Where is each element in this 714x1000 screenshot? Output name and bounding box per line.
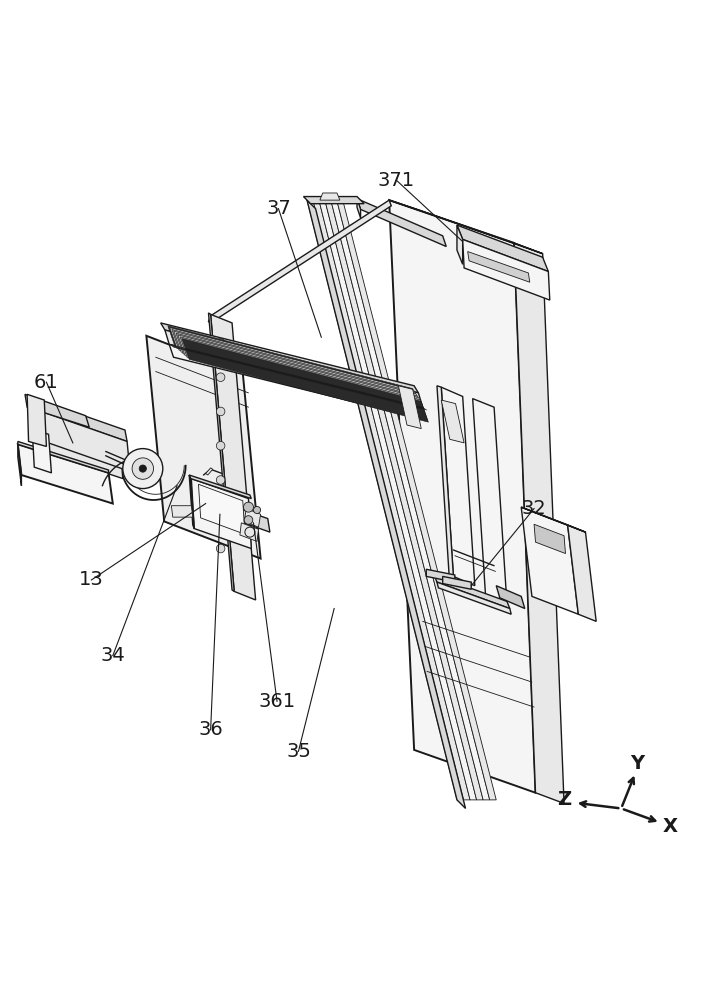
Polygon shape <box>170 328 421 411</box>
Circle shape <box>216 441 225 450</box>
Polygon shape <box>240 523 258 541</box>
Polygon shape <box>521 507 585 532</box>
Polygon shape <box>176 333 425 417</box>
Polygon shape <box>174 331 423 415</box>
Polygon shape <box>18 441 109 473</box>
Polygon shape <box>325 200 483 800</box>
Polygon shape <box>307 200 463 800</box>
Circle shape <box>244 516 253 524</box>
Circle shape <box>253 506 261 514</box>
Polygon shape <box>434 575 510 609</box>
Circle shape <box>216 407 225 416</box>
Polygon shape <box>463 239 550 300</box>
Polygon shape <box>313 200 470 800</box>
Text: Y: Y <box>630 754 644 773</box>
Polygon shape <box>165 330 423 407</box>
Polygon shape <box>208 313 234 591</box>
Text: 34: 34 <box>101 646 125 665</box>
Polygon shape <box>169 344 427 420</box>
Polygon shape <box>514 243 564 803</box>
Polygon shape <box>303 197 364 204</box>
Polygon shape <box>398 386 421 429</box>
Circle shape <box>123 449 163 489</box>
Polygon shape <box>189 475 251 499</box>
Text: 61: 61 <box>34 373 59 392</box>
Text: 35: 35 <box>286 742 311 761</box>
Polygon shape <box>18 444 21 486</box>
Polygon shape <box>180 337 427 420</box>
Polygon shape <box>468 252 530 282</box>
Polygon shape <box>198 484 245 534</box>
Text: 361: 361 <box>258 692 296 711</box>
Polygon shape <box>178 335 426 419</box>
Polygon shape <box>437 582 511 614</box>
Polygon shape <box>534 524 565 554</box>
Polygon shape <box>244 509 261 527</box>
Polygon shape <box>441 387 475 586</box>
Polygon shape <box>337 200 496 800</box>
Circle shape <box>216 339 225 347</box>
Polygon shape <box>441 400 464 443</box>
Polygon shape <box>357 199 446 247</box>
Polygon shape <box>437 386 453 576</box>
Polygon shape <box>208 316 215 327</box>
Polygon shape <box>389 200 543 254</box>
Text: X: X <box>662 817 678 836</box>
Polygon shape <box>32 429 51 473</box>
Circle shape <box>216 373 225 381</box>
Circle shape <box>139 465 146 472</box>
Polygon shape <box>320 193 340 200</box>
Polygon shape <box>568 525 596 621</box>
Polygon shape <box>172 329 422 413</box>
Text: 36: 36 <box>198 720 223 739</box>
Polygon shape <box>389 200 536 793</box>
Polygon shape <box>211 200 391 322</box>
Polygon shape <box>473 399 507 604</box>
Polygon shape <box>171 506 193 517</box>
Circle shape <box>216 476 225 484</box>
Polygon shape <box>457 225 463 264</box>
Circle shape <box>243 502 253 512</box>
Polygon shape <box>161 323 418 393</box>
Text: Z: Z <box>557 790 571 809</box>
Text: 371: 371 <box>378 171 415 190</box>
Polygon shape <box>331 200 490 800</box>
Polygon shape <box>206 468 213 475</box>
Polygon shape <box>182 339 428 422</box>
Polygon shape <box>236 507 270 532</box>
Circle shape <box>216 544 225 553</box>
Circle shape <box>216 510 225 519</box>
Polygon shape <box>521 507 578 614</box>
Polygon shape <box>27 394 46 446</box>
Polygon shape <box>146 336 261 559</box>
Polygon shape <box>41 411 130 471</box>
Text: 13: 13 <box>79 570 104 589</box>
Polygon shape <box>25 394 89 427</box>
Polygon shape <box>457 225 548 272</box>
Polygon shape <box>357 199 361 218</box>
Text: 37: 37 <box>266 199 291 218</box>
Polygon shape <box>443 576 471 589</box>
Polygon shape <box>211 314 256 600</box>
Polygon shape <box>34 416 123 479</box>
Polygon shape <box>39 400 127 441</box>
Polygon shape <box>307 200 466 808</box>
Polygon shape <box>18 444 113 504</box>
Polygon shape <box>319 200 477 800</box>
Text: 32: 32 <box>522 499 546 518</box>
Polygon shape <box>191 479 251 549</box>
Polygon shape <box>189 475 194 529</box>
Circle shape <box>132 458 154 479</box>
Polygon shape <box>168 326 420 409</box>
Polygon shape <box>426 569 455 582</box>
Polygon shape <box>496 586 525 609</box>
